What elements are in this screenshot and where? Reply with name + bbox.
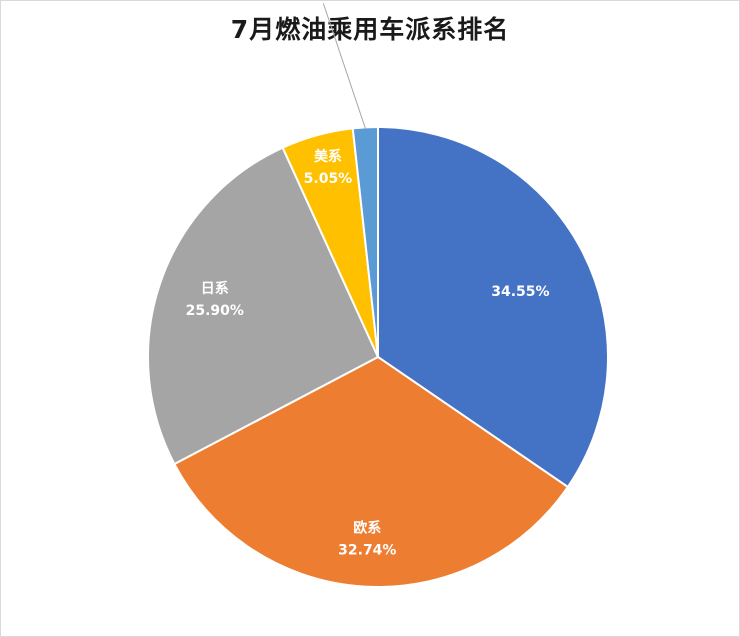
pie-slice-0	[377, 125, 609, 489]
chart-title: 7月燃油乘用车派系排名	[230, 15, 510, 44]
pie-slice-2	[147, 146, 380, 466]
slice-label-2: 日系	[201, 280, 229, 297]
slice-value-2: 25.90%	[186, 303, 244, 319]
pie-slice-1	[173, 355, 570, 588]
slice-value-3: 5.05%	[304, 171, 353, 187]
slice-label-1: 欧系	[353, 520, 381, 537]
slice-value-1: 32.74%	[338, 543, 396, 559]
leader-line-4	[322, 3, 366, 129]
slice-label-3: 美系	[314, 148, 342, 165]
slice-value-0: 34.55%	[491, 284, 549, 300]
